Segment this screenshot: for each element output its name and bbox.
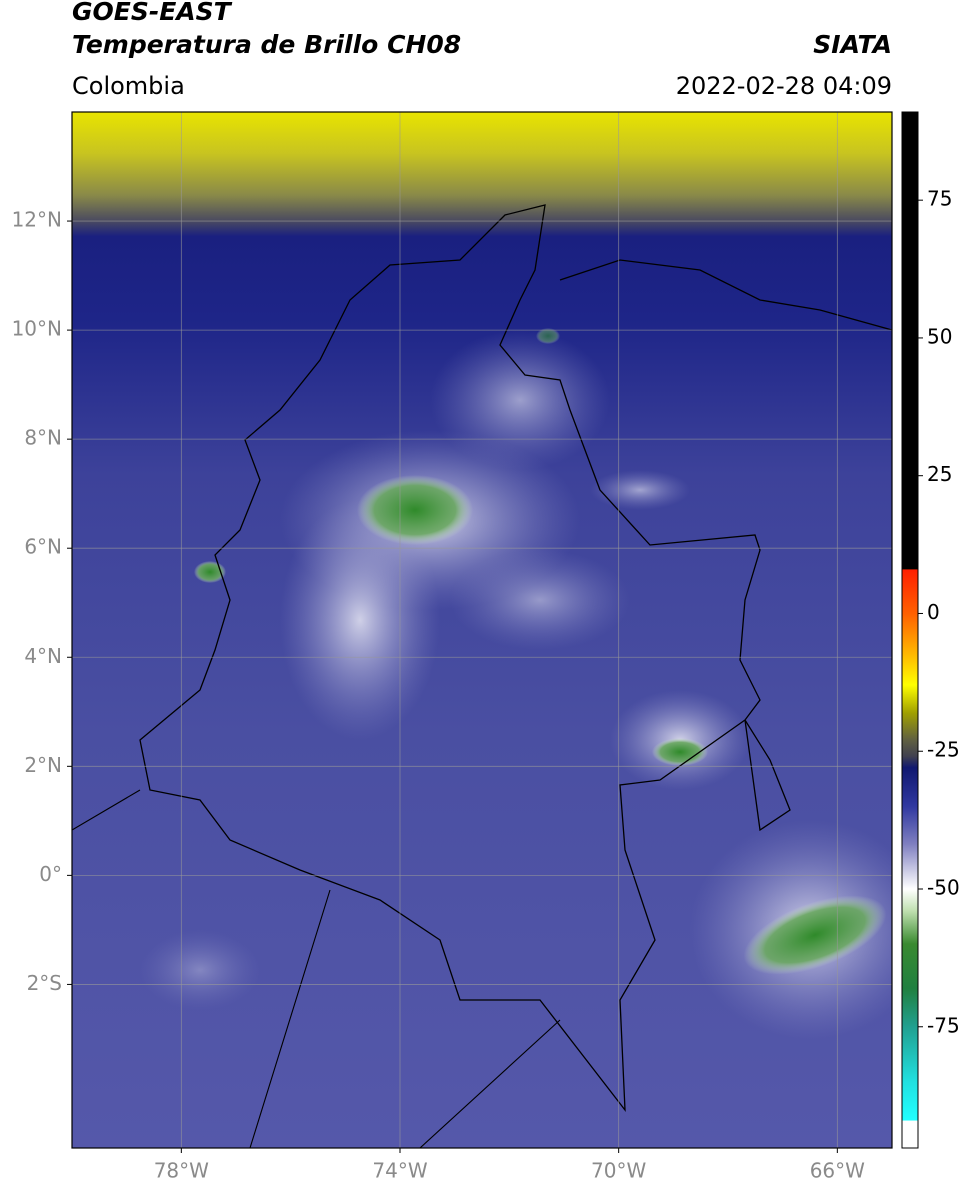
- y-tick-label: 6°N: [24, 535, 62, 559]
- x-tick-label: 70°W: [591, 1159, 646, 1183]
- colorbar-tick-label: 0: [927, 600, 940, 624]
- title: GOES-EAST: [72, 0, 233, 26]
- colorbar-tick-label: 75: [927, 187, 952, 211]
- colorbar-tick-label: -50: [927, 876, 960, 900]
- x-tick-label: 66°W: [810, 1159, 865, 1183]
- map-frame: [71, 111, 893, 1149]
- x-tick-label: 74°W: [372, 1159, 427, 1183]
- map-image: [72, 112, 892, 1148]
- y-tick-label: 0°: [39, 862, 62, 886]
- colorbar-tick-label: -75: [927, 1013, 960, 1037]
- colorbar-tick-label: 25: [927, 462, 952, 486]
- region: Colombia: [72, 72, 185, 100]
- subtitle: Temperatura de Brillo CH08: [72, 30, 461, 59]
- y-tick-label: 2°S: [27, 971, 62, 995]
- y-tick-label: 10°N: [12, 317, 62, 341]
- grid: [72, 112, 892, 1148]
- datetime: 2022-02-28 04:09: [676, 72, 892, 100]
- colorbar: [901, 111, 919, 1149]
- colorbar-tick-label: 50: [927, 324, 952, 348]
- y-tick-label: 4°N: [24, 644, 62, 668]
- colorbar-tick-label: -25: [927, 738, 960, 762]
- y-tick-label: 2°N: [24, 753, 62, 777]
- y-tick-label: 8°N: [24, 426, 62, 450]
- source: SIATA: [813, 30, 892, 59]
- y-tick-label: 12°N: [12, 208, 62, 232]
- x-tick-label: 78°W: [154, 1159, 209, 1183]
